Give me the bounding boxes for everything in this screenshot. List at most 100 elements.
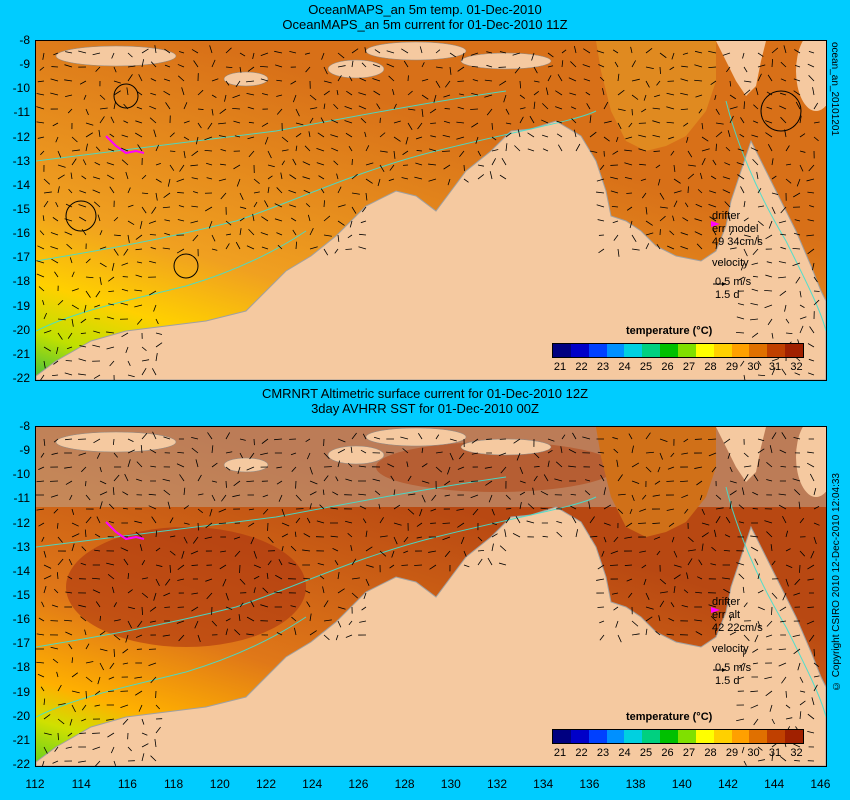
- bathymetry-contour: [36, 476, 507, 548]
- current-arrow: [653, 536, 661, 540]
- current-arrow: [163, 78, 171, 82]
- current-arrow: [167, 501, 171, 510]
- colorbar-swatch: [570, 344, 589, 357]
- current-arrow: [150, 247, 157, 250]
- current-arrow: [349, 220, 353, 228]
- current-arrow: [112, 438, 115, 445]
- current-arrow: [79, 732, 87, 734]
- x-tick-label: 142: [717, 777, 738, 791]
- current-arrow: [533, 101, 536, 110]
- current-arrow: [388, 178, 395, 182]
- current-arrow: [631, 60, 636, 68]
- current-arrow: [71, 704, 76, 713]
- current-arrow: [771, 606, 773, 616]
- current-arrow: [393, 536, 398, 545]
- colorbar-tick-label: 24: [618, 747, 631, 759]
- current-arrow: [655, 164, 661, 169]
- current-arrow: [487, 557, 493, 566]
- current-arrow: [653, 150, 661, 152]
- current-arrow: [673, 200, 678, 208]
- current-arrow: [169, 517, 174, 524]
- top-colorbar: [552, 343, 804, 358]
- current-arrow: [191, 447, 199, 454]
- current-arrow: [108, 276, 115, 282]
- current-arrow: [727, 452, 731, 459]
- current-arrow: [323, 80, 332, 84]
- current-arrow: [127, 65, 136, 68]
- current-arrow: [766, 106, 773, 110]
- current-arrow: [108, 503, 115, 510]
- y-tick-label: -12: [12, 515, 30, 530]
- current-arrow: [755, 87, 759, 96]
- y-tick-label: -14: [12, 563, 30, 578]
- current-arrow: [351, 192, 360, 195]
- current-arrow: [421, 108, 424, 117]
- current-arrow: [754, 634, 759, 643]
- current-arrow: [695, 591, 703, 594]
- current-arrow: [69, 494, 73, 501]
- top-side-label: ocean_an_20101201: [829, 42, 840, 136]
- current-arrow: [154, 739, 157, 748]
- current-arrow: [757, 374, 766, 377]
- current-arrow: [457, 66, 465, 72]
- bathymetry-contour: [36, 496, 597, 648]
- current-arrow: [93, 374, 101, 379]
- current-arrow: [491, 136, 497, 141]
- current-arrow: [778, 493, 787, 496]
- current-arrow: [624, 564, 633, 566]
- current-arrow: [687, 549, 696, 552]
- current-arrow: [715, 507, 724, 510]
- current-arrow: [736, 162, 745, 166]
- current-arrow: [612, 437, 619, 440]
- current-arrow: [393, 504, 401, 510]
- current-arrow: [94, 533, 101, 538]
- current-arrow: [447, 178, 451, 186]
- current-arrow: [810, 550, 815, 559]
- current-arrow: [386, 63, 395, 68]
- current-arrow: [151, 206, 157, 214]
- x-tick-label: 126: [348, 777, 369, 791]
- current-arrow: [766, 461, 773, 468]
- current-arrow: [785, 163, 792, 166]
- current-arrow: [701, 122, 704, 130]
- island: [796, 427, 826, 497]
- current-arrow: [99, 466, 102, 473]
- current-arrow: [348, 146, 353, 152]
- current-arrow: [78, 204, 87, 208]
- current-arrow: [183, 522, 190, 525]
- current-arrow: [337, 460, 341, 468]
- current-arrow: [519, 501, 522, 510]
- current-arrow: [571, 516, 577, 524]
- current-arrow: [278, 494, 283, 502]
- current-arrow: [107, 148, 115, 152]
- current-arrow: [65, 591, 73, 594]
- current-arrow: [126, 87, 129, 96]
- current-arrow: [712, 159, 717, 166]
- current-arrow: [141, 559, 146, 566]
- current-arrow: [414, 564, 423, 566]
- current-arrow: [575, 529, 579, 538]
- current-arrow: [95, 290, 101, 298]
- current-arrow: [150, 676, 157, 684]
- current-arrow: [43, 330, 52, 334]
- current-arrow: [50, 92, 59, 96]
- current-arrow: [785, 178, 792, 184]
- current-arrow: [753, 474, 759, 482]
- current-arrow: [785, 318, 790, 324]
- current-arrow: [667, 245, 675, 250]
- current-arrow: [571, 118, 577, 124]
- current-arrow: [71, 533, 80, 538]
- current-arrow: [195, 136, 199, 145]
- current-arrow: [290, 452, 297, 456]
- current-arrow: [305, 438, 311, 443]
- current-arrow: [68, 558, 73, 566]
- current-arrow: [547, 65, 554, 68]
- current-arrow: [120, 147, 129, 152]
- current-arrow: [596, 50, 605, 54]
- current-arrow: [609, 564, 619, 566]
- current-arrow: [781, 368, 787, 376]
- current-arrow: [547, 438, 555, 442]
- current-arrow: [752, 158, 759, 166]
- current-arrow: [757, 438, 765, 442]
- current-arrow: [683, 122, 689, 127]
